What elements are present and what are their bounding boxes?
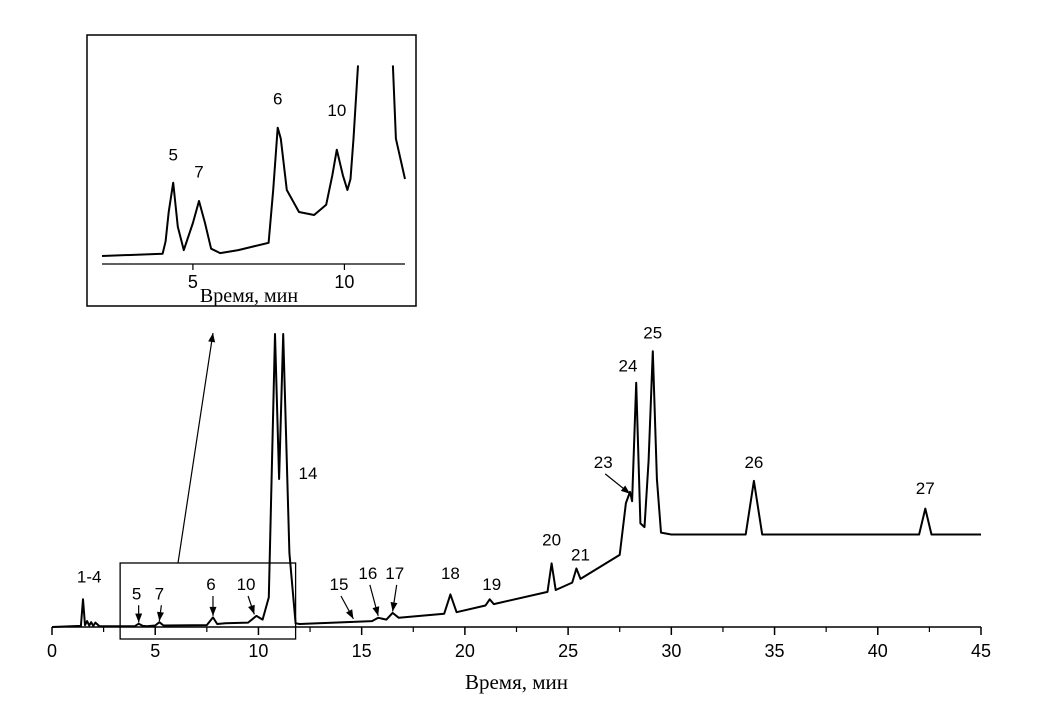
x-tick-label: 45 [971, 641, 991, 661]
peak-label: 23 [594, 453, 613, 472]
inset-peak-label: 10 [327, 101, 346, 120]
peak-label: 20 [542, 531, 561, 550]
peak-label: 7 [155, 584, 164, 603]
peak-label: 21 [571, 545, 590, 564]
x-tick-label: 25 [558, 641, 578, 661]
inset-x-axis-title: Время, мин [200, 285, 298, 307]
inset-peak-label: 5 [168, 146, 177, 165]
peak-label: 14 [299, 464, 318, 483]
peak-label: 18 [441, 564, 460, 583]
x-tick-label: 10 [248, 641, 268, 661]
x-tick-label: 20 [455, 641, 475, 661]
peak-label: 24 [619, 357, 638, 376]
x-tick-label: 35 [765, 641, 785, 661]
peak-label: 15 [329, 575, 348, 594]
peak-label: 6 [206, 575, 215, 594]
inset-peak-label: 7 [194, 163, 203, 182]
peak-label: 1-4 [77, 568, 102, 587]
inset-trace-tail [391, 65, 406, 180]
peak-label: 10 [237, 575, 256, 594]
x-tick-label: 0 [47, 641, 57, 661]
peak-arrow-head [390, 602, 398, 612]
peak-arrow-head [346, 609, 354, 619]
zoom-region-box [119, 562, 297, 640]
peak-label: 17 [385, 564, 404, 583]
inset-frame [86, 34, 417, 307]
inset-trace [101, 65, 359, 257]
main-plot: 1-4 5 7 6 10 14 15 16 17 18 19 20 21 23 24 25 26 27 [51, 323, 981, 628]
peak-arrow-head [209, 606, 217, 616]
peak-arrow-head [620, 485, 631, 494]
peak-arrow-head [135, 613, 143, 623]
chromatogram-trace [51, 333, 981, 628]
x-tick-label: 5 [150, 641, 160, 661]
inset-peak-label: 6 [273, 89, 282, 108]
x-tick-label: 30 [661, 641, 681, 661]
peak-label: 27 [916, 479, 935, 498]
peak-label: 25 [643, 323, 662, 342]
main-axes: 0 5 10 15 20 25 30 35 40 45 Время, мин [47, 626, 991, 694]
x-axis-title: Время, мин [465, 670, 568, 694]
x-tick-label: 15 [352, 641, 372, 661]
peak-label: 16 [358, 564, 377, 583]
zoom-arrow [177, 332, 214, 564]
peak-arrow-head [372, 606, 380, 616]
peak-arrow-head [157, 611, 164, 622]
peak-label: 19 [482, 575, 501, 594]
zoom-annotation [119, 332, 297, 640]
zoom-arrow-head [208, 333, 216, 343]
peak-arrow-head [248, 604, 255, 615]
inset-x-tick-label: 10 [334, 272, 354, 292]
peak-label: 26 [744, 453, 763, 472]
x-tick-label: 40 [868, 641, 888, 661]
inset-x-tick-label: 5 [188, 272, 198, 292]
peak-label: 5 [132, 584, 141, 603]
